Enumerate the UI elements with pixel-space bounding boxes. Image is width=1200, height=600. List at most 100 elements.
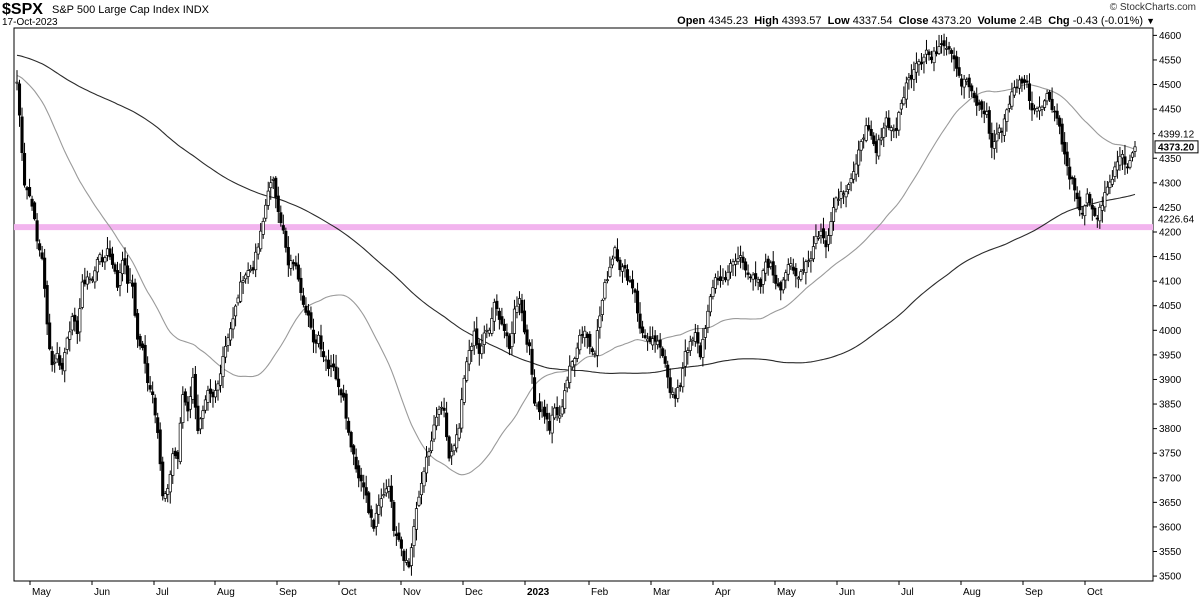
candle xyxy=(1090,198,1094,221)
candle xyxy=(939,35,944,54)
candle-body xyxy=(284,230,288,248)
candle xyxy=(402,548,406,571)
candle-body xyxy=(1103,192,1107,208)
candle-body xyxy=(1032,108,1037,110)
candle-body xyxy=(1108,181,1112,188)
candle-body xyxy=(357,465,361,479)
candle xyxy=(658,333,662,359)
candle-body xyxy=(819,230,823,236)
candle xyxy=(849,173,853,192)
candle-body xyxy=(749,276,753,279)
candle-body xyxy=(796,277,800,280)
candle-body xyxy=(1070,176,1074,180)
candle-body xyxy=(821,228,826,239)
candle-body xyxy=(203,399,207,411)
candle-body xyxy=(711,287,715,297)
candle xyxy=(530,339,534,384)
candle-body xyxy=(70,316,74,331)
candle-body xyxy=(1017,79,1021,89)
candle-body xyxy=(1030,103,1034,111)
candle-body xyxy=(188,396,192,410)
candle-body xyxy=(902,97,906,105)
brand-label[interactable]: © StockCharts.com xyxy=(1109,2,1196,13)
candle-body xyxy=(113,264,117,272)
candle xyxy=(48,313,52,351)
candle xyxy=(60,358,64,375)
candle-body xyxy=(733,260,738,265)
chart-date: 17-Oct-2023 xyxy=(2,17,58,28)
candle xyxy=(505,323,509,348)
candle xyxy=(472,321,476,355)
candle-body xyxy=(992,141,996,149)
candle-body xyxy=(98,254,102,263)
candle xyxy=(929,50,934,64)
candle xyxy=(1083,204,1087,226)
candle-body xyxy=(507,335,511,349)
candle xyxy=(977,99,981,111)
x-tick-label: Jul xyxy=(901,587,914,598)
candle-body xyxy=(394,533,398,537)
candle-body xyxy=(50,350,54,366)
candle xyxy=(229,322,233,346)
candle-body xyxy=(178,422,182,462)
candle xyxy=(756,276,760,291)
x-tick-label: Jul xyxy=(156,587,169,598)
candle xyxy=(952,47,956,72)
candle-body xyxy=(809,258,813,262)
candle-body xyxy=(324,359,328,362)
candle-body xyxy=(666,364,670,378)
candle xyxy=(859,139,863,162)
candle-body xyxy=(658,339,662,348)
candle-body xyxy=(942,40,946,47)
candle-body xyxy=(206,390,210,403)
candle xyxy=(412,519,416,558)
candle-body xyxy=(108,248,112,258)
candle xyxy=(774,265,778,290)
candle xyxy=(216,380,220,401)
candle-body xyxy=(1000,130,1004,133)
candle-body xyxy=(291,262,295,265)
candle xyxy=(703,324,707,350)
candle-body xyxy=(482,332,486,345)
candle xyxy=(922,53,926,74)
candle xyxy=(239,271,243,304)
candle xyxy=(251,260,255,275)
candle xyxy=(208,379,213,403)
candle xyxy=(30,195,34,211)
candle-body xyxy=(867,125,871,130)
candle xyxy=(156,412,160,439)
candle xyxy=(173,447,177,459)
moving-average-50-line xyxy=(16,74,1136,476)
price-label-text: 4373.20 xyxy=(1158,142,1195,153)
candle xyxy=(427,447,431,466)
candle-body xyxy=(452,445,456,452)
candle xyxy=(392,499,396,537)
candle xyxy=(344,389,348,430)
candle-body xyxy=(583,330,587,338)
candle-body xyxy=(558,415,562,419)
candle xyxy=(55,342,59,363)
candle xyxy=(53,354,57,373)
candle-body xyxy=(887,117,891,129)
candle xyxy=(259,222,263,252)
candle-body xyxy=(163,493,167,499)
candle-body xyxy=(530,348,534,375)
candle-body xyxy=(115,270,120,288)
candle xyxy=(1040,105,1044,117)
candle xyxy=(796,275,800,289)
candle-body xyxy=(693,332,697,342)
candle xyxy=(22,142,27,188)
y-tick-label: 3600 xyxy=(1159,522,1182,533)
candle xyxy=(83,267,87,287)
candle xyxy=(538,393,542,420)
candle-body xyxy=(862,137,866,140)
candle xyxy=(852,161,856,184)
moving-average-200-line xyxy=(16,54,1136,374)
candle xyxy=(728,259,733,279)
candle xyxy=(25,186,29,200)
candle xyxy=(568,355,572,389)
candle-body xyxy=(1120,154,1124,159)
candle-body xyxy=(814,235,818,244)
candle xyxy=(1115,150,1119,179)
candle xyxy=(369,505,373,528)
